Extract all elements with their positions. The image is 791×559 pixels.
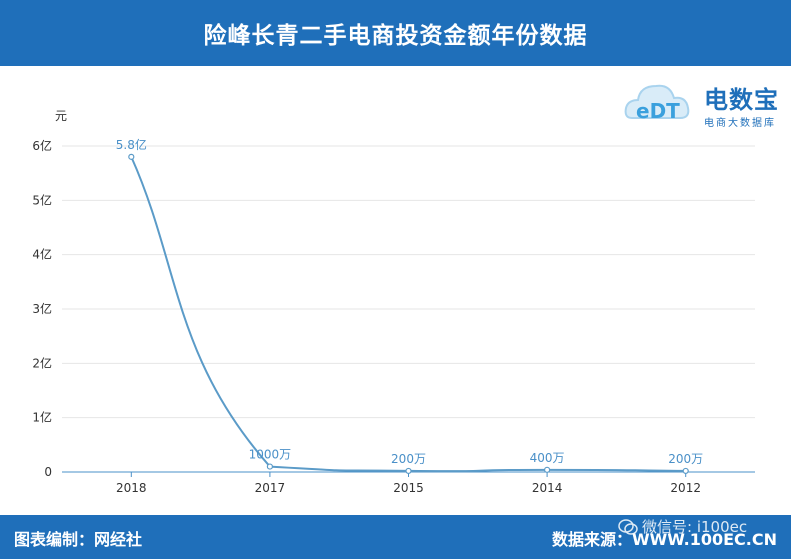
- data-point: [128, 153, 135, 160]
- data-label: 1000万: [249, 448, 292, 462]
- data-point: [266, 463, 273, 470]
- data-label: 200万: [668, 452, 703, 466]
- line-chart: 元 0 1亿 2亿 3亿 4亿 5亿 6亿 2018 2017 2015 2014 2012 5.8亿 10…: [32, 109, 755, 495]
- wechat-id: 微信号: i100ec: [642, 518, 748, 536]
- data-point: [405, 467, 412, 475]
- y-tick-label: 6亿: [32, 138, 52, 153]
- logo-mark: eDT: [636, 99, 680, 123]
- wechat-watermark: 微信号: i100ec: [618, 516, 747, 537]
- edt-logo: eDT: [624, 84, 690, 123]
- y-tick-label: 5亿: [32, 192, 52, 207]
- wechat-icon: [618, 518, 638, 535]
- y-axis-unit: 元: [55, 109, 67, 123]
- x-tick-label: 2018: [116, 481, 147, 495]
- header-bar: 险峰长青二手电商投资金额年份数据: [0, 0, 791, 66]
- footer-bar: 图表编制：网经社 数据来源：WWW.100EC.CN: [0, 515, 791, 559]
- y-tick-label: 1亿: [32, 410, 52, 425]
- x-tick-label: 2015: [393, 481, 424, 495]
- y-tick-label: 4亿: [32, 247, 52, 262]
- y-tick-label: 3亿: [32, 301, 52, 316]
- data-label: 5.8亿: [116, 137, 147, 152]
- footer-source: 数据来源：WWW.100EC.CN: [551, 530, 777, 549]
- series-line: [130, 156, 686, 473]
- logo-subtitle: 电商大数据库: [704, 118, 776, 129]
- footer-credit: 图表编制：网经社: [14, 530, 143, 549]
- x-tick-label: 2017: [255, 481, 286, 495]
- x-tick-label: 2014: [532, 481, 563, 495]
- x-tick-label: 2012: [670, 481, 701, 495]
- data-label: 200万: [391, 452, 426, 466]
- data-label: 400万: [530, 451, 565, 465]
- y-tick-label: 2亿: [32, 355, 52, 370]
- data-point: [543, 466, 551, 473]
- y-tick-label: 0: [44, 465, 52, 479]
- data-point: [682, 467, 689, 475]
- page-title: 险峰长青二手电商投资金额年份数据: [203, 23, 588, 49]
- logo-brand: 电数宝: [704, 86, 779, 114]
